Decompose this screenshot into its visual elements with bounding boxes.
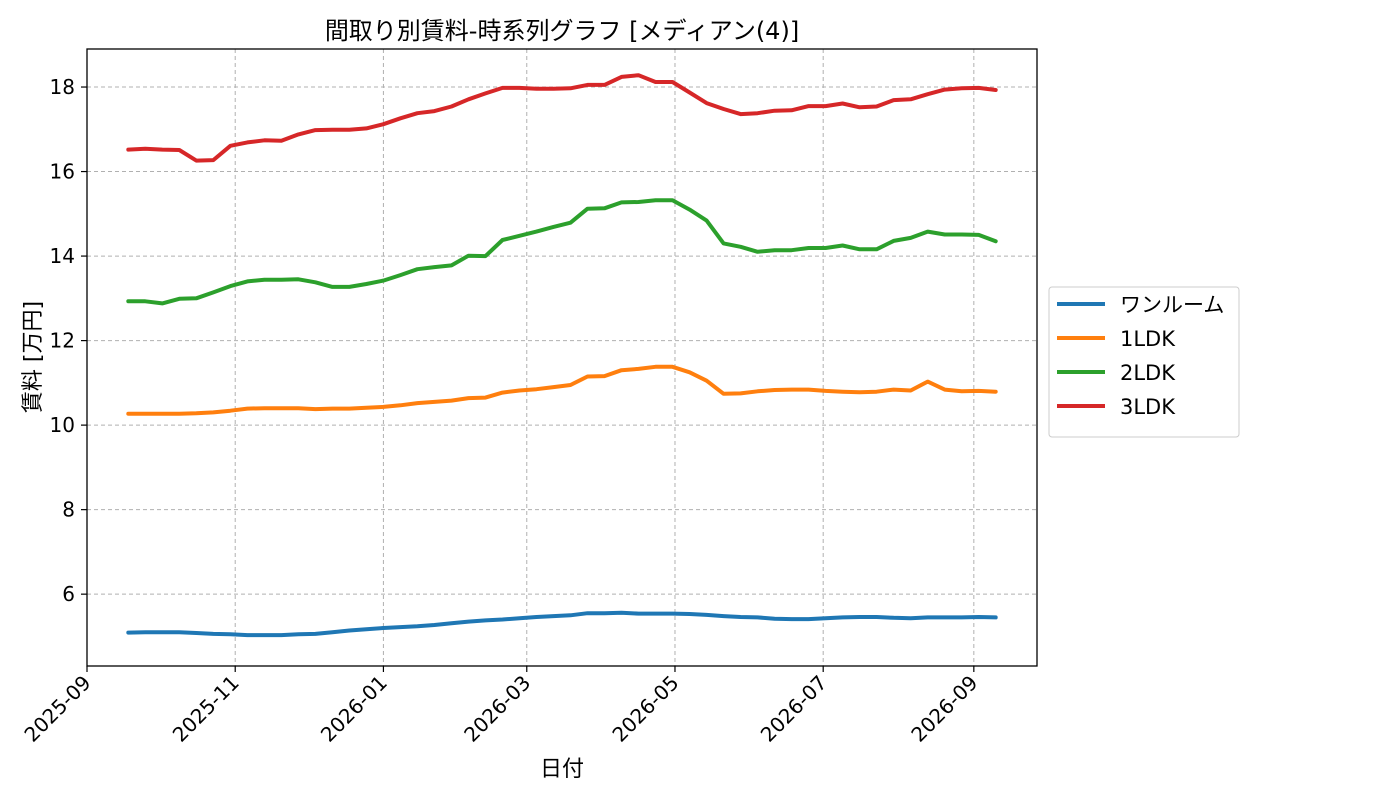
series-line-3LDK [126,73,998,163]
series-line-2LDK [126,198,998,306]
legend-label: 1LDK [1120,327,1176,351]
legend-label: ワンルーム [1120,293,1224,317]
y-tick-label: 12 [50,329,75,353]
legend-label: 3LDK [1120,395,1176,419]
y-axis-label: 賃料 [万円] [21,301,46,413]
series-line-1LDK [126,364,998,416]
chart-title: 間取り別賃料-時系列グラフ [メディアン(4)] [325,17,799,45]
y-tick-label: 18 [50,75,75,99]
y-tick-label: 14 [50,244,75,268]
series-lines [126,73,998,638]
series-line-ワンルーム [126,610,998,638]
legend: ワンルーム 1LDK 2LDK 3LDK [1048,286,1240,438]
x-axis-label: 日付 [540,757,584,782]
y-tick-label: 10 [50,413,75,437]
plot-frame [86,48,1038,667]
legend-label: 2LDK [1120,361,1176,385]
legend-box [1048,286,1240,438]
y-tick-label: 8 [62,498,75,522]
y-tick-label: 16 [50,160,75,184]
y-tick-label: 6 [62,582,75,606]
